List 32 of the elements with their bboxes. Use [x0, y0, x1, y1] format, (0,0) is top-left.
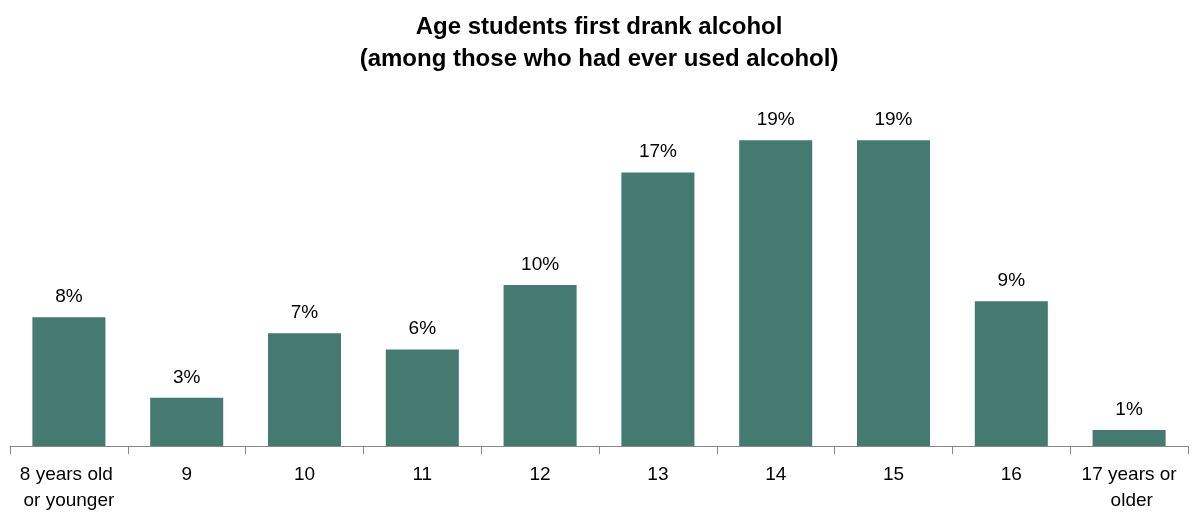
bar — [503, 285, 577, 446]
data-label: 7% — [290, 301, 319, 323]
data-label: 3% — [172, 365, 201, 387]
x-tick-label: 13 — [647, 462, 669, 484]
data-label: 17% — [638, 140, 678, 162]
bar — [150, 397, 224, 446]
bar — [621, 172, 695, 446]
data-label: 6% — [408, 317, 437, 339]
data-label: 19% — [756, 108, 795, 130]
x-tick-label: 15 — [882, 462, 905, 484]
x-tick-label: 14 — [765, 462, 787, 484]
x-tick-label: 8 years old or younger — [19, 462, 119, 510]
data-label: 8% — [55, 285, 83, 307]
data-label: 10% — [521, 253, 560, 275]
bar — [32, 317, 106, 446]
x-tick-label: 11 — [412, 462, 433, 484]
x-tick-label: 16 — [1000, 462, 1022, 484]
data-label: 1% — [1115, 397, 1143, 419]
x-tick-label: 9 — [181, 462, 192, 484]
x-tick-label: 12 — [529, 462, 551, 484]
bar — [856, 140, 931, 446]
x-tick-label: 10 — [293, 462, 316, 484]
data-label: 9% — [997, 269, 1026, 291]
x-tick-label: 17 years or older — [1081, 462, 1178, 510]
bar — [267, 333, 342, 446]
bar — [1092, 429, 1166, 446]
bar — [974, 301, 1048, 446]
data-label: 19% — [874, 108, 913, 130]
bar — [385, 349, 459, 446]
chart-title: Age students first drank alcohol — [415, 11, 783, 39]
chart-subtitle: (among those who had ever used alcohol) — [359, 43, 839, 71]
bar — [739, 140, 813, 446]
